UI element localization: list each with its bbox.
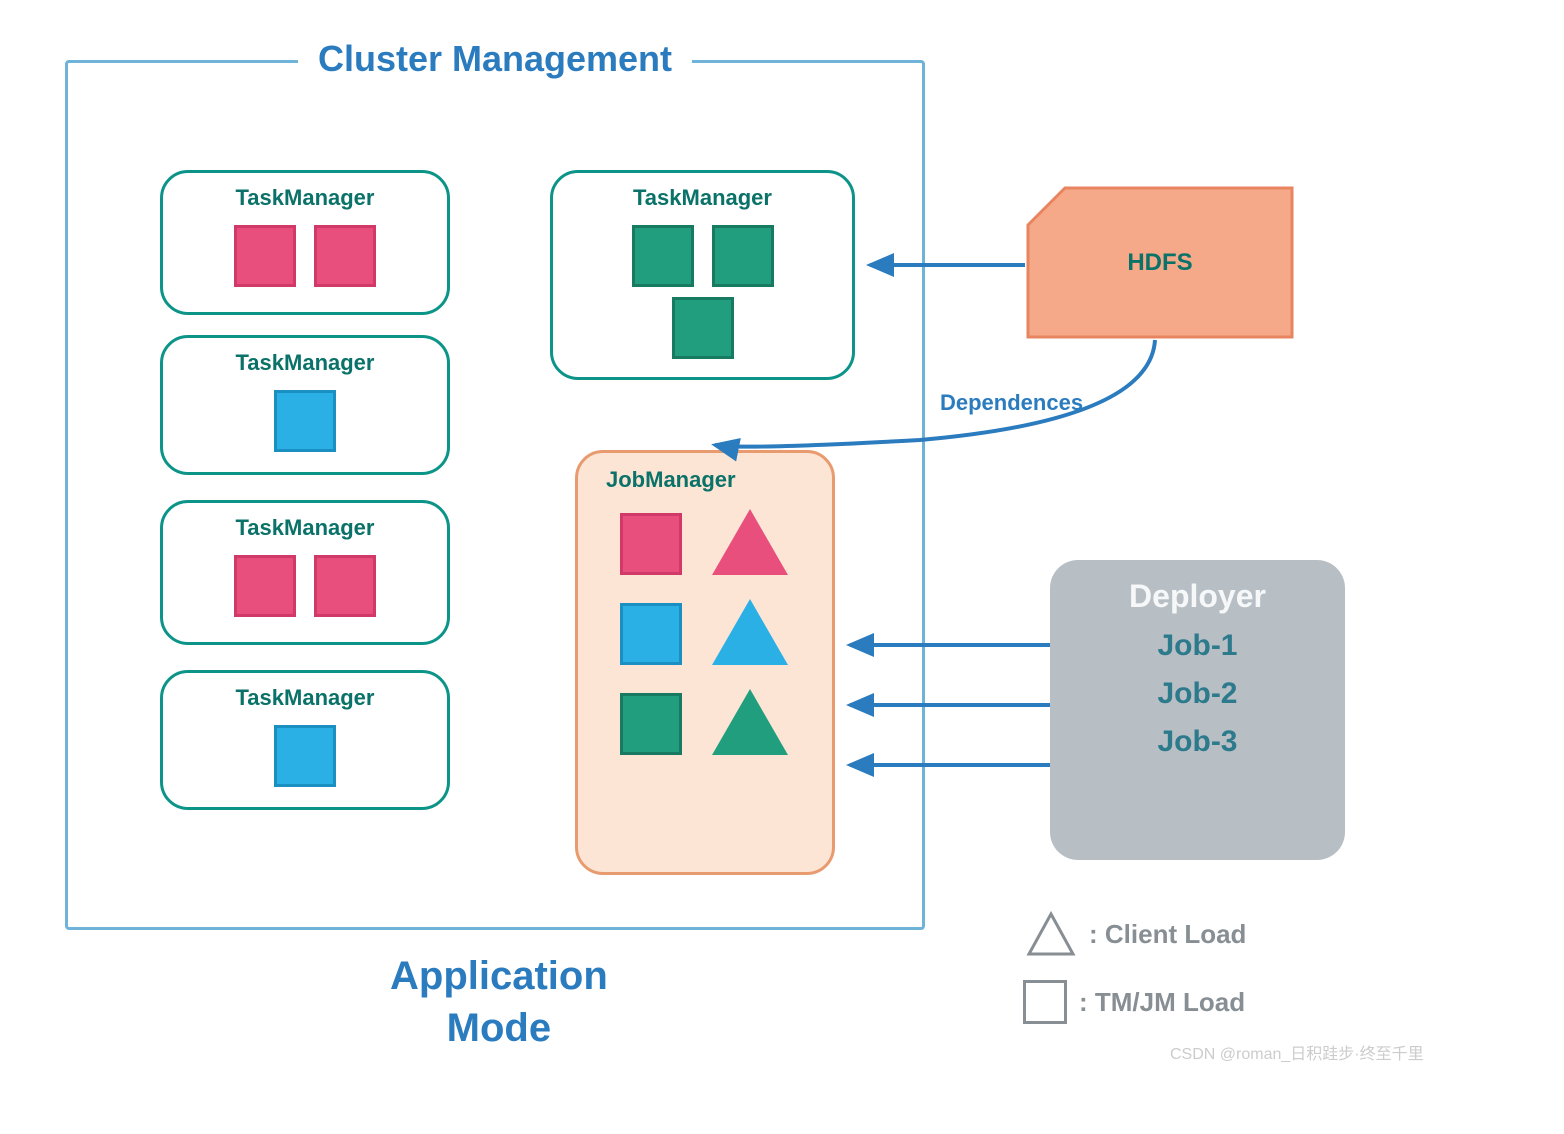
tm-label: TaskManager [163,350,447,376]
hdfs-box [1025,185,1295,340]
mode-label: Application Mode [390,950,608,1054]
task-square-icon [274,725,336,787]
load-triangle-icon [712,509,788,575]
jm-row-3 [606,689,832,755]
job-manager: JobManager [575,450,835,875]
task-manager-1: TaskManager [160,170,450,315]
tm-shapes [163,725,447,787]
task-square-icon [672,297,734,359]
tm-label: TaskManager [163,685,447,711]
tm-shapes [553,225,852,287]
cluster-title: Cluster Management [298,38,692,80]
task-manager-5: TaskManager [550,170,855,380]
square-outline-icon [1023,980,1067,1024]
tm-label: TaskManager [553,185,852,211]
task-square-icon [274,390,336,452]
dependences-label: Dependences [940,390,1083,416]
load-triangle-icon [712,599,788,665]
task-square-icon [712,225,774,287]
legend-client-load: : Client Load [1025,910,1246,958]
task-square-icon [632,225,694,287]
legend-tmjm-load: : TM/JM Load [1023,980,1245,1024]
deployer-box: Deployer Job-1 Job-2 Job-3 [1050,560,1345,860]
mode-line1: Application [390,954,608,998]
watermark: CSDN @roman_日积跬步·终至千里 [1170,1040,1424,1064]
tm-shapes [163,390,447,452]
architecture-diagram: Cluster Management TaskManager TaskManag… [20,20,1540,1110]
legend-text: : Client Load [1089,919,1246,950]
legend-text: : TM/JM Load [1079,987,1245,1018]
tm-shapes [553,297,852,359]
tm-label: TaskManager [163,515,447,541]
task-manager-3: TaskManager [160,500,450,645]
load-square-icon [620,513,682,575]
task-manager-2: TaskManager [160,335,450,475]
jm-label: JobManager [606,467,832,493]
deployer-job-2: Job-2 [1050,677,1345,711]
deployer-job-1: Job-1 [1050,629,1345,663]
jm-row-1 [606,509,832,575]
load-triangle-icon [712,689,788,755]
task-manager-4: TaskManager [160,670,450,810]
task-square-icon [234,555,296,617]
load-square-icon [620,693,682,755]
tm-label: TaskManager [163,185,447,211]
tm-shapes [163,555,447,617]
tm-shapes [163,225,447,287]
task-square-icon [314,225,376,287]
jm-row-2 [606,599,832,665]
triangle-outline-icon [1025,910,1077,958]
task-square-icon [314,555,376,617]
deployer-job-3: Job-3 [1050,725,1345,759]
task-square-icon [234,225,296,287]
deployer-title: Deployer [1050,578,1345,615]
load-square-icon [620,603,682,665]
mode-line2: Mode [447,1006,551,1050]
